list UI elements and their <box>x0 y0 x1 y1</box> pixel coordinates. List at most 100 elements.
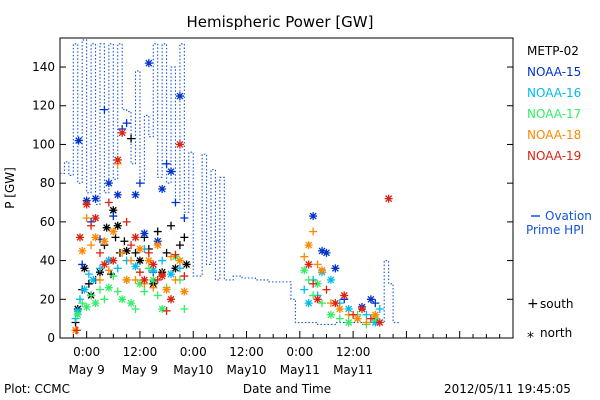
north-point <box>74 136 83 145</box>
south-point <box>140 287 149 296</box>
y-axis-label: P [GW] <box>3 167 17 209</box>
north-point <box>300 266 309 275</box>
south-point <box>87 221 96 230</box>
south-point <box>84 270 93 279</box>
north-point <box>318 246 327 255</box>
south-point <box>122 119 131 128</box>
south-point <box>318 299 327 308</box>
legend-entry: METP-02 <box>527 44 579 58</box>
south-point <box>175 264 184 273</box>
north-point <box>340 291 349 300</box>
north-point <box>109 256 118 265</box>
north-point <box>309 212 318 221</box>
south-point <box>131 275 140 284</box>
ovation-series <box>60 39 400 326</box>
ovation-line <box>60 39 400 326</box>
footer-right: 2012/05/11 19:45:05 <box>444 382 571 396</box>
north-point <box>313 279 322 288</box>
north-point <box>153 241 162 250</box>
north-point <box>80 264 89 273</box>
y-tick-label: 60 <box>40 215 55 229</box>
south-point <box>167 221 176 230</box>
north-point <box>91 233 100 242</box>
south-point <box>309 227 318 236</box>
south-point <box>95 248 104 257</box>
north-point <box>140 275 149 284</box>
south-point <box>95 285 104 294</box>
south-point <box>349 310 358 319</box>
south-point <box>366 314 375 323</box>
symbol-legend-label: south <box>540 297 574 311</box>
south-point <box>135 268 144 277</box>
north-point <box>135 279 144 288</box>
north-point <box>171 264 180 273</box>
south-point <box>322 285 331 294</box>
x-tick-label-date: May10 <box>173 363 213 377</box>
series-noaa-16 <box>71 244 384 327</box>
y-tick-label: 0 <box>47 331 55 345</box>
north-point <box>91 194 100 203</box>
series-noaa-15 <box>74 59 380 312</box>
south-point <box>309 291 318 300</box>
south-point <box>158 256 167 265</box>
north-point <box>100 237 109 246</box>
ovation-legend-label-1: Ovation <box>545 209 592 223</box>
north-point <box>109 227 118 236</box>
north-point <box>127 299 136 308</box>
x-tick-label-date: May 9 <box>69 363 105 377</box>
north-point <box>113 155 122 164</box>
south-point <box>135 179 144 188</box>
north-point <box>91 214 100 222</box>
south-point <box>153 275 162 284</box>
north-point <box>318 266 327 275</box>
south-point <box>78 260 87 269</box>
north-point <box>82 303 91 312</box>
x-tick-label-time: 0:00 <box>286 345 313 359</box>
legend-entry: NOAA-18 <box>527 128 581 142</box>
y-tick-label: 80 <box>40 176 55 190</box>
north-point <box>73 310 82 319</box>
north-point <box>91 299 100 308</box>
north-point <box>175 92 184 101</box>
south-point <box>127 241 136 250</box>
north-point <box>326 275 335 284</box>
south-point <box>180 233 189 242</box>
north-point <box>353 314 362 323</box>
south-point <box>313 260 322 269</box>
south-point <box>300 285 309 294</box>
x-tick-label-time: 12:00 <box>336 345 371 359</box>
south-point <box>95 264 104 273</box>
south-point <box>149 283 158 292</box>
north-point <box>180 287 189 296</box>
north-point <box>109 206 118 215</box>
north-point <box>80 285 89 294</box>
south-point <box>300 252 309 261</box>
y-tick-label: 140 <box>32 60 55 74</box>
north-point <box>322 248 331 257</box>
ovation-legend: Ovation Prime HPI <box>526 209 592 237</box>
y-tick-label: 100 <box>32 137 55 151</box>
north-point <box>122 275 131 284</box>
north-point <box>104 256 113 265</box>
south-point <box>371 299 380 308</box>
south-point <box>127 134 136 143</box>
x-axis: 0:00 May 9 12:00 May 9 0:00 May10 12:00 May10 0:… <box>59 331 514 377</box>
south-point <box>144 264 153 273</box>
south-point <box>375 304 384 313</box>
x-tick-label-date: May11 <box>333 363 373 377</box>
north-point <box>104 283 113 292</box>
north-point <box>78 246 87 255</box>
north-point <box>118 128 127 137</box>
symbol-legend-marker: * <box>527 330 534 346</box>
south-point <box>109 212 118 221</box>
x-tick-label-time: 0:00 <box>180 345 207 359</box>
north-point <box>175 256 184 265</box>
north-point <box>304 299 313 308</box>
north-point <box>135 244 144 253</box>
x-tick-label-date: May11 <box>280 363 320 377</box>
north-point <box>358 304 366 313</box>
north-point <box>158 272 167 281</box>
south-point <box>113 287 122 296</box>
north-point <box>326 310 335 319</box>
